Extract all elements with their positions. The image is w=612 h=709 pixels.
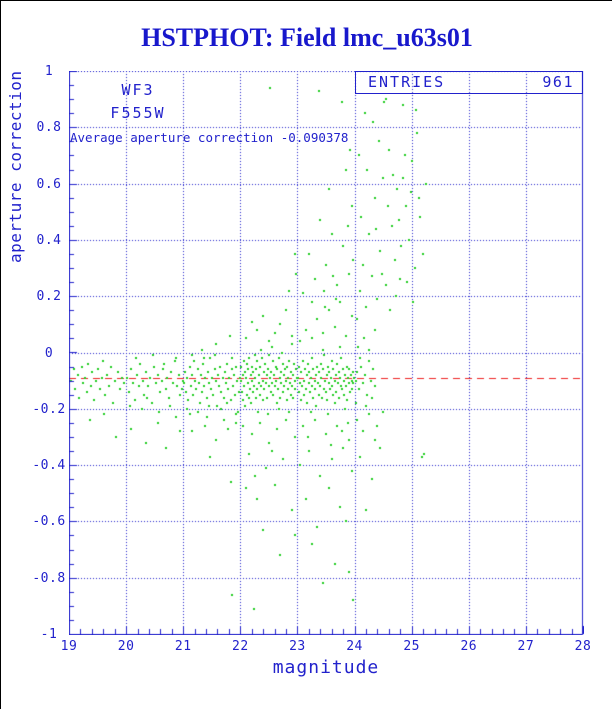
y-tick-label: -0.8 — [32, 570, 66, 586]
x-tick-label: 22 — [232, 639, 249, 654]
y-tick-label: -0.4 — [32, 458, 66, 474]
average-correction-label: Average aperture correction -0.090378 — [70, 130, 349, 145]
x-tick-label: 19 — [60, 639, 78, 654]
y-tick-label: 0.6 — [36, 176, 62, 192]
x-tick-label: 20 — [117, 639, 135, 654]
entries-label: ENTRIES — [368, 73, 446, 91]
x-tick-label: 28 — [574, 639, 592, 654]
y-tick-label: 1 — [44, 64, 54, 79]
entries-box: ENTRIES 961 — [355, 71, 583, 94]
y-tick-label: -0.2 — [32, 401, 66, 417]
detector-label: WF3 — [121, 81, 155, 99]
y-tick-label: 0.4 — [36, 232, 62, 248]
x-tick-label: 21 — [174, 639, 192, 654]
filter-label: F555W — [110, 104, 166, 122]
y-tick-label: 0.2 — [36, 289, 62, 305]
x-axis-label: magnitude — [272, 657, 380, 678]
entries-count: 961 — [542, 73, 574, 91]
y-tick-label: 0.8 — [36, 120, 62, 136]
x-tick-label: 26 — [460, 639, 478, 654]
x-tick-label: 25 — [403, 639, 420, 654]
scatter-plot — [69, 71, 584, 635]
x-tick-label: 23 — [289, 639, 306, 654]
page-title: HSTPHOT: Field lmc_u63s01 — [141, 23, 473, 52]
y-tick-label: -0.6 — [32, 514, 66, 530]
y-tick-label: 0 — [44, 345, 54, 361]
y-tick-label: -1 — [40, 627, 58, 642]
x-tick-label: 24 — [346, 639, 363, 654]
x-tick-label: 27 — [517, 639, 535, 654]
